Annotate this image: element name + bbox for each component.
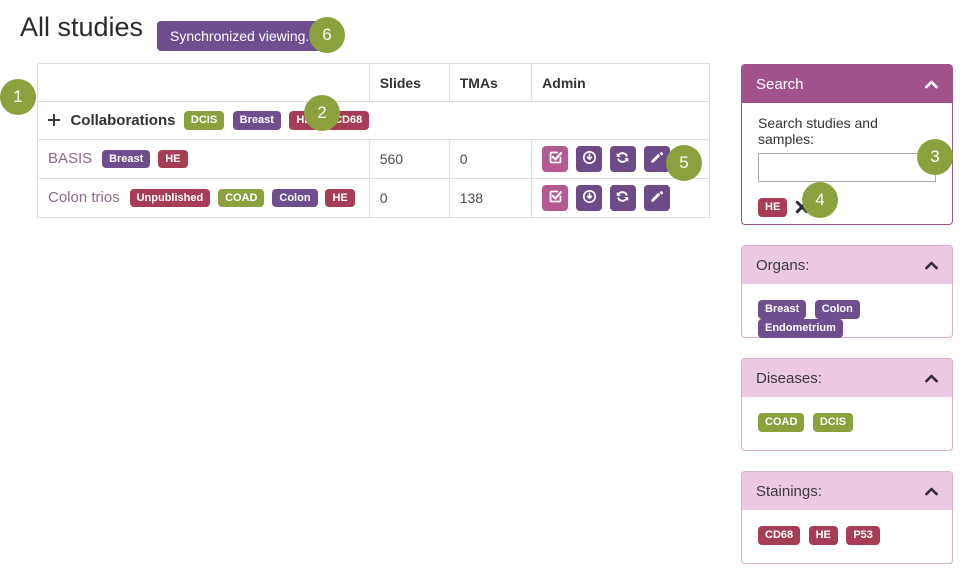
column-header-admin: Admin <box>531 63 710 102</box>
chevron-up-icon[interactable] <box>925 261 938 270</box>
tag-unpublished: Unpublished <box>129 188 211 208</box>
admin-edit-button[interactable] <box>643 185 670 211</box>
annotation-marker-3: 3 <box>917 139 953 175</box>
admin-edit-button[interactable] <box>643 146 670 172</box>
arrow-circle-down-icon <box>582 189 597 207</box>
filter-tag-colon[interactable]: Colon <box>814 300 860 319</box>
annotation-marker-2: 2 <box>304 95 340 131</box>
annotation-marker-1: 1 <box>0 79 36 115</box>
diseases-panel-header[interactable]: Diseases: <box>742 359 952 397</box>
synchronized-viewing-button[interactable]: Synchronized viewing... <box>157 21 331 51</box>
study-row-basis: BASIS Breast HE 560 0 <box>37 139 710 179</box>
tag-he: HE <box>325 188 355 208</box>
filter-tag-breast[interactable]: Breast <box>758 300 807 319</box>
admin-download-button[interactable] <box>576 185 603 211</box>
pencil-icon <box>649 189 664 207</box>
organs-panel-header[interactable]: Organs: <box>742 246 952 284</box>
tag-breast: Breast <box>102 149 151 169</box>
column-header-tmas: TMAs <box>448 63 533 102</box>
filter-tag-endometrium[interactable]: Endometrium <box>758 318 843 338</box>
check-square-icon <box>548 150 563 168</box>
tag-he: HE <box>158 149 188 169</box>
chevron-up-icon[interactable] <box>925 487 938 496</box>
page-title: All studies <box>20 12 144 42</box>
diseases-panel-title: Diseases: <box>756 369 822 387</box>
stainings-panel-header[interactable]: Stainings: <box>742 472 952 510</box>
slides-count: 0 <box>368 178 450 218</box>
group-label[interactable]: Collaborations <box>70 111 176 129</box>
filter-tag-he[interactable]: HE <box>808 526 838 545</box>
study-link-colon-trios[interactable]: Colon trios <box>48 188 120 206</box>
admin-sync-button[interactable] <box>609 185 636 211</box>
tag-coad: COAD <box>218 188 265 208</box>
stainings-panel: Stainings: CD68 HE P53 <box>741 471 953 564</box>
tag-breast: Breast <box>232 111 281 130</box>
annotation-marker-5: 5 <box>666 145 702 181</box>
refresh-icon <box>615 150 630 168</box>
diseases-panel: Diseases: COAD DCIS <box>741 358 953 451</box>
search-panel-title: Search <box>756 75 804 93</box>
slides-count: 560 <box>368 139 450 179</box>
filter-tag-p53[interactable]: P53 <box>846 526 880 545</box>
collaborations-group-row: Collaborations DCIS Breast HE CD68 <box>37 101 710 140</box>
table-header-row: Slides TMAs Admin <box>37 63 710 102</box>
admin-download-button[interactable] <box>576 146 603 172</box>
filter-tag-coad[interactable]: COAD <box>758 413 805 432</box>
check-square-icon <box>548 189 563 207</box>
plus-icon[interactable] <box>48 113 60 126</box>
search-label: Search studies and samples: <box>758 115 878 147</box>
organs-panel: Organs: Breast Colon Endometrium <box>741 245 953 338</box>
refresh-icon <box>615 189 630 207</box>
annotation-marker-4: 4 <box>802 182 838 218</box>
tag-dcis: DCIS <box>183 111 225 130</box>
arrow-circle-down-icon <box>582 150 597 168</box>
tmas-count: 138 <box>448 178 533 218</box>
search-panel: Search Search studies and samples: HE <box>741 64 953 225</box>
admin-select-button[interactable] <box>542 185 569 211</box>
studies-table: Slides TMAs Admin Collaborations DCIS Br… <box>37 63 710 218</box>
chevron-up-icon[interactable] <box>925 374 938 383</box>
active-filter-tag-he: HE <box>758 198 788 217</box>
search-panel-header[interactable]: Search <box>742 65 952 103</box>
search-input[interactable] <box>758 153 936 182</box>
admin-sync-button[interactable] <box>609 146 636 172</box>
admin-select-button[interactable] <box>542 146 569 172</box>
study-link-basis[interactable]: BASIS <box>48 149 93 167</box>
organs-panel-title: Organs: <box>756 256 810 274</box>
column-header-slides: Slides <box>368 63 450 102</box>
annotation-marker-6: 6 <box>309 17 345 53</box>
filter-tag-cd68[interactable]: CD68 <box>758 526 801 545</box>
study-row-colon-trios: Colon trios Unpublished COAD Colon HE 0 … <box>37 178 710 218</box>
tag-colon: Colon <box>272 188 318 208</box>
tmas-count: 0 <box>448 139 533 179</box>
pencil-icon <box>649 150 664 168</box>
chevron-up-icon[interactable] <box>925 80 938 89</box>
filter-tag-dcis[interactable]: DCIS <box>812 413 854 432</box>
stainings-panel-title: Stainings: <box>756 482 822 500</box>
